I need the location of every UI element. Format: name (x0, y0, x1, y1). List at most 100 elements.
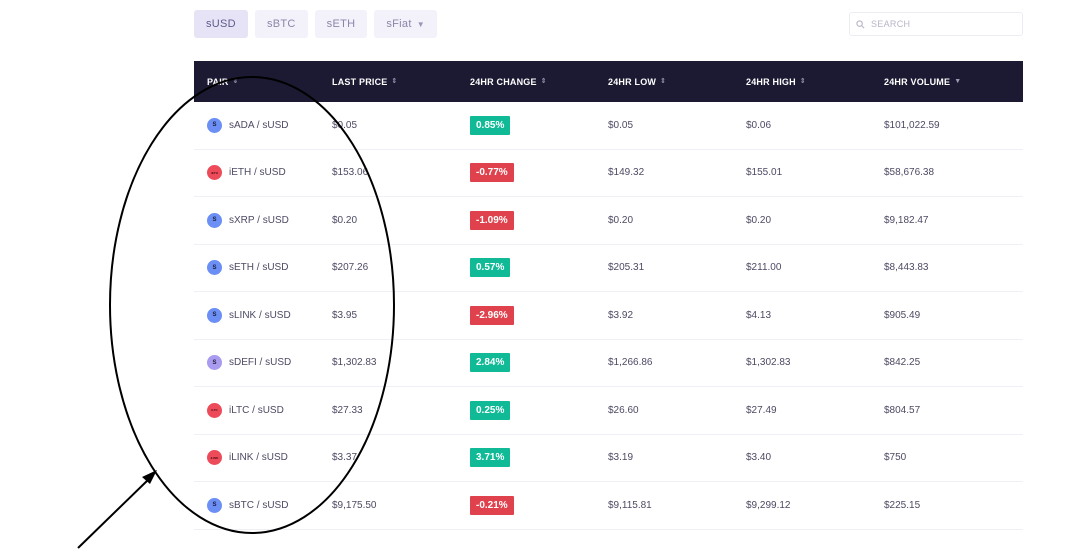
volume-cell: $58,676.38 (884, 167, 935, 179)
search-input[interactable] (869, 18, 1013, 30)
change-badge: -2.96% (470, 305, 514, 325)
column-header-last-price[interactable]: LAST PRICE ⇕ (332, 61, 398, 102)
tab-seth[interactable]: sETH (314, 10, 368, 38)
tab-label: sETH (326, 18, 356, 30)
last-price-cell: $9,175.50 (332, 499, 377, 511)
volume-cell: $750 (884, 452, 907, 464)
change-cell: 3.71% (470, 435, 511, 482)
pair-label: sDEFI / sUSD (229, 357, 292, 369)
tab-label: sFiat (386, 18, 412, 30)
coin-icon: iLINK (207, 450, 222, 466)
high-cell: $0.06 (746, 119, 772, 131)
volume-cell: $804.57 (884, 404, 921, 416)
high-cell: $1,302.83 (746, 357, 791, 369)
tab-susd[interactable]: sUSD (194, 10, 248, 38)
change-cell: -1.09% (470, 197, 514, 244)
pair-cell: iLINK iLINK / sUSD (207, 435, 288, 482)
volume-cell: $905.49 (884, 309, 921, 321)
change-badge: -1.09% (470, 210, 514, 230)
tab-sfiat[interactable]: sFiat ▼ (374, 10, 437, 38)
coin-icon: S (207, 307, 222, 323)
change-cell: -0.21% (470, 482, 514, 529)
change-cell: 0.85% (470, 102, 511, 149)
coin-icon: S (207, 260, 222, 276)
tab-label: sBTC (266, 18, 296, 30)
change-badge: 0.85% (470, 115, 511, 135)
column-header-pair[interactable]: PAIR ⇕ (207, 61, 239, 102)
low-cell: $149.32 (608, 167, 645, 179)
high-cell: $9,299.12 (746, 499, 791, 511)
table-row[interactable]: iLTC iLTC / sUSD $27.33 0.25% $26.60 $27.49 $8… (194, 387, 1023, 435)
change-badge: 2.84% (470, 353, 511, 373)
coin-icon: iETH (207, 165, 222, 181)
search-icon (856, 19, 865, 28)
high-cell: $0.20 (746, 214, 772, 226)
change-cell: 0.57% (470, 245, 511, 292)
low-cell: $1,266.86 (608, 357, 653, 369)
last-price-cell: $3.37 (332, 452, 358, 464)
column-label: PAIR (207, 76, 229, 87)
coin-icon: iLTC (207, 402, 222, 418)
tab-sbtc[interactable]: sBTC (254, 10, 308, 38)
coin-icon: S (207, 117, 222, 133)
column-label: LAST PRICE (332, 76, 388, 87)
arrow-head (142, 470, 157, 484)
change-badge: -0.21% (470, 495, 514, 515)
low-cell: $26.60 (608, 404, 639, 416)
pair-label: iLINK / sUSD (229, 452, 288, 464)
sort-icon: ⇕ (232, 78, 239, 85)
search-box[interactable] (849, 12, 1023, 36)
low-cell: $9,115.81 (608, 499, 652, 511)
low-cell: $0.20 (608, 214, 634, 226)
markets-table: PAIR ⇕ LAST PRICE ⇕ 24HR CHANGE ⇕ 24HR LOW ⇕… (194, 61, 1023, 530)
high-cell: $4.13 (746, 309, 772, 321)
sort-icon: ⇕ (799, 78, 806, 85)
change-cell: 0.25% (470, 387, 511, 434)
pair-cell: iLTC iLTC / sUSD (207, 387, 284, 434)
last-price-cell: $3.95 (332, 309, 358, 321)
high-cell: $27.49 (746, 404, 777, 416)
table-row[interactable]: iLINK iLINK / sUSD $3.37 3.71% $3.19 $3.40 $75… (194, 435, 1023, 482)
last-price-cell: $27.33 (332, 404, 363, 416)
coin-icon: S (207, 497, 222, 513)
low-cell: $3.92 (608, 309, 634, 321)
last-price-cell: $153.06 (332, 167, 369, 179)
change-cell: 2.84% (470, 340, 511, 387)
column-header-24hr-high[interactable]: 24HR HIGH ⇕ (746, 61, 806, 102)
table-header: PAIR ⇕ LAST PRICE ⇕ 24HR CHANGE ⇕ 24HR LOW ⇕… (194, 61, 1023, 102)
sort-icon: ⇕ (391, 78, 398, 85)
pair-label: iLTC / sUSD (229, 404, 284, 416)
table-row[interactable]: iETH iETH / sUSD $153.06 -0.77% $149.32 $155.… (194, 150, 1023, 197)
chevron-down-icon: ▼ (416, 19, 425, 29)
pair-cell: iETH iETH / sUSD (207, 150, 286, 197)
low-cell: $205.31 (608, 262, 645, 274)
last-price-cell: $0.05 (332, 119, 358, 131)
coin-icon: S (207, 212, 222, 228)
column-header-24hr-volume[interactable]: 24HR VOLUME ▼ (884, 61, 961, 102)
pair-label: sETH / sUSD (229, 262, 289, 274)
change-badge: 0.57% (470, 258, 511, 278)
column-header-24hr-low[interactable]: 24HR LOW ⇕ (608, 61, 666, 102)
tab-label: sUSD (206, 18, 236, 30)
change-badge: 0.25% (470, 400, 511, 420)
column-label: 24HR VOLUME (884, 76, 951, 87)
last-price-cell: $0.20 (332, 214, 358, 226)
pair-label: sLINK / sUSD (229, 309, 291, 321)
change-cell: -0.77% (470, 150, 514, 197)
pair-label: sXRP / sUSD (229, 214, 289, 226)
change-cell: -2.96% (470, 292, 514, 339)
low-cell: $3.19 (608, 452, 634, 464)
column-header-24hr-change[interactable]: 24HR CHANGE ⇕ (470, 61, 547, 102)
